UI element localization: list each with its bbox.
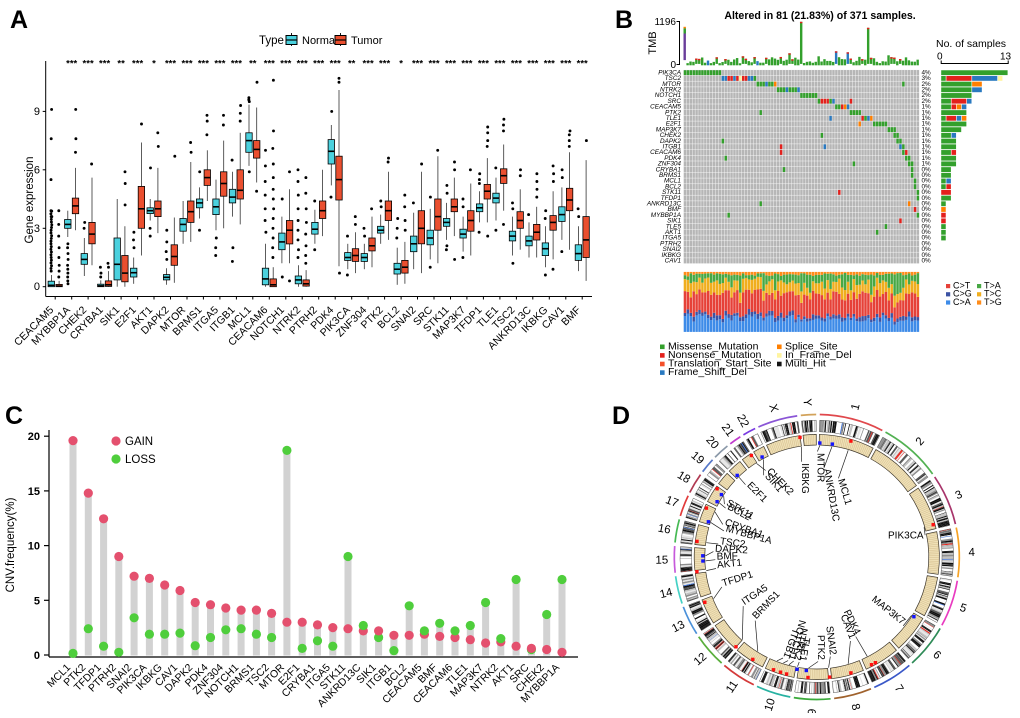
svg-text:B: B bbox=[615, 6, 633, 34]
svg-text:***: *** bbox=[379, 59, 390, 70]
svg-text:MTOR: MTOR bbox=[814, 453, 825, 482]
svg-text:Multi_Hit: Multi_Hit bbox=[785, 358, 826, 370]
svg-text:0%: 0% bbox=[922, 258, 932, 265]
svg-text:***: *** bbox=[297, 59, 308, 70]
svg-text:PIK3CA: PIK3CA bbox=[888, 531, 924, 542]
svg-text:*: * bbox=[152, 59, 156, 70]
svg-text:***: *** bbox=[412, 59, 423, 70]
svg-text:T>G: T>G bbox=[984, 297, 1002, 307]
svg-text:***: *** bbox=[478, 59, 489, 70]
svg-text:***: *** bbox=[494, 59, 505, 70]
svg-text:CAV1: CAV1 bbox=[665, 258, 682, 265]
svg-text:0: 0 bbox=[34, 650, 40, 662]
svg-text:13: 13 bbox=[1000, 52, 1012, 63]
svg-text:16: 16 bbox=[657, 523, 672, 537]
svg-text:***: *** bbox=[330, 59, 341, 70]
svg-text:0: 0 bbox=[34, 281, 40, 293]
svg-text:***: *** bbox=[577, 59, 588, 70]
svg-text:9: 9 bbox=[34, 106, 40, 118]
svg-text:LOSS: LOSS bbox=[125, 454, 156, 466]
svg-text:***: *** bbox=[198, 59, 209, 70]
svg-text:***: *** bbox=[165, 59, 176, 70]
svg-text:IKBKG: IKBKG bbox=[799, 463, 810, 494]
svg-text:*: * bbox=[399, 59, 403, 70]
svg-text:15: 15 bbox=[655, 554, 668, 566]
svg-text:10: 10 bbox=[28, 541, 40, 553]
svg-text:0: 0 bbox=[937, 52, 943, 63]
svg-text:***: *** bbox=[560, 59, 571, 70]
svg-text:***: *** bbox=[461, 59, 472, 70]
svg-text:***: *** bbox=[544, 59, 555, 70]
svg-text:Gene expression: Gene expression bbox=[24, 157, 36, 244]
svg-text:PTK2: PTK2 bbox=[815, 635, 826, 661]
svg-text:***: *** bbox=[132, 59, 143, 70]
svg-text:***: *** bbox=[214, 59, 225, 70]
svg-text:Y: Y bbox=[800, 398, 812, 407]
svg-text:**: ** bbox=[249, 59, 257, 70]
svg-text:C: C bbox=[5, 402, 23, 430]
svg-text:**: ** bbox=[348, 59, 356, 70]
svg-text:***: *** bbox=[181, 59, 192, 70]
svg-text:***: *** bbox=[511, 59, 522, 70]
svg-text:***: *** bbox=[66, 59, 77, 70]
svg-text:***: *** bbox=[313, 59, 324, 70]
svg-text:TMB: TMB bbox=[647, 31, 659, 54]
svg-text:***: *** bbox=[280, 59, 291, 70]
svg-text:***: *** bbox=[527, 59, 538, 70]
svg-text:***: *** bbox=[99, 59, 110, 70]
svg-text:Frame_Shift_Del: Frame_Shift_Del bbox=[668, 366, 747, 378]
svg-text:9: 9 bbox=[807, 709, 819, 713]
svg-text:***: *** bbox=[264, 59, 275, 70]
svg-text:No. of samples: No. of samples bbox=[936, 38, 1006, 50]
svg-text:1196: 1196 bbox=[654, 17, 676, 28]
svg-text:15: 15 bbox=[28, 486, 40, 498]
svg-text:***: *** bbox=[445, 59, 456, 70]
svg-text:D: D bbox=[612, 402, 630, 430]
svg-text:CNV.frequency(%): CNV.frequency(%) bbox=[5, 497, 17, 592]
svg-text:GAIN: GAIN bbox=[125, 436, 153, 448]
svg-text:C>A: C>A bbox=[953, 297, 971, 307]
svg-text:4: 4 bbox=[968, 547, 975, 559]
svg-text:***: *** bbox=[428, 59, 439, 70]
svg-text:***: *** bbox=[83, 59, 94, 70]
svg-text:**: ** bbox=[117, 59, 125, 70]
svg-text:20: 20 bbox=[28, 431, 40, 443]
svg-text:Altered in 81 (21.83%) of 371: Altered in 81 (21.83%) of 371 samples. bbox=[724, 10, 915, 22]
svg-text:Normal: Normal bbox=[302, 35, 337, 47]
svg-text:A: A bbox=[10, 6, 28, 34]
svg-text:Tumor: Tumor bbox=[351, 35, 383, 47]
svg-text:5: 5 bbox=[34, 595, 40, 607]
svg-text:Type: Type bbox=[259, 35, 284, 47]
svg-text:***: *** bbox=[231, 59, 242, 70]
svg-text:***: *** bbox=[363, 59, 374, 70]
